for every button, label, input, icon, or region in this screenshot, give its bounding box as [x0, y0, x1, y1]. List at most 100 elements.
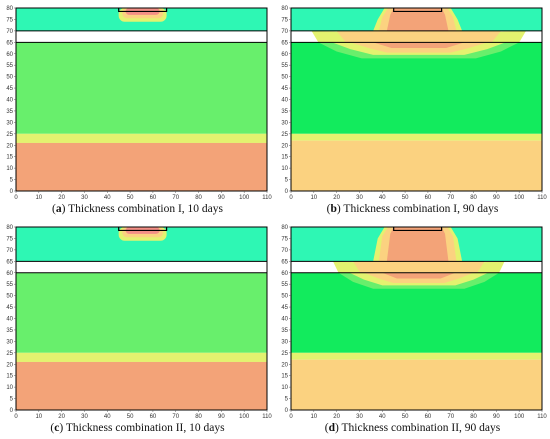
panel-a: 0 10 20 30 40 50 60 70 80 90 100 110 0 5 10 15 20 25 30 35 4… — [0, 0, 275, 219]
y-tick-label: 0 — [10, 189, 14, 195]
y-tick-label: 65 — [281, 259, 288, 265]
y-tick-label: 40 — [281, 317, 288, 323]
y-tick-label: 55 — [6, 282, 13, 288]
transition-band — [291, 133, 542, 141]
x-tick-label: 70 — [447, 414, 454, 420]
y-tick-label: 0 — [285, 408, 289, 414]
y-tick-label: 45 — [281, 86, 288, 92]
contour-plot-d: 0 10 20 30 40 50 60 70 80 90 100 110 0 5 10 15 20 25 30 35 4… — [281, 224, 547, 420]
caption-text-c: Thickness combination II, 10 days — [65, 422, 225, 434]
x-tick-label: 30 — [81, 195, 88, 201]
y-tick-label: 75 — [281, 17, 288, 23]
y-tick-label: 40 — [281, 98, 288, 104]
x-tick-label: 90 — [218, 414, 225, 420]
contour-plot-b: 0 10 20 30 40 50 60 70 80 90 100 110 0 5 10 15 20 25 30 35 4… — [281, 5, 547, 201]
y-tick-label: 65 — [6, 40, 13, 46]
caption-a: (a) Thickness combination I, 10 days — [52, 203, 223, 215]
transition-band — [291, 352, 542, 360]
y-tick-label: 55 — [6, 63, 13, 69]
base-region — [291, 140, 542, 191]
middle-field-region — [16, 42, 267, 134]
recess-outline — [118, 227, 168, 232]
y-tick-label: 25 — [6, 132, 13, 138]
caption-letter-d: d — [328, 422, 335, 434]
middle-field-region — [16, 272, 267, 353]
y-tick-label: 65 — [281, 40, 288, 46]
y-tick-label: 60 — [281, 52, 288, 58]
y-tick-label: 30 — [281, 339, 288, 345]
contour-plot-a: 0 10 20 30 40 50 60 70 80 90 100 110 0 5 10 15 20 25 30 35 4… — [6, 5, 272, 201]
top-recess — [118, 224, 167, 227]
plume-core — [386, 227, 449, 262]
x-tick-label: 90 — [493, 414, 500, 420]
caption-text-b: Thickness combination I, 90 days — [343, 203, 499, 215]
x-tick-label: 30 — [81, 414, 88, 420]
y-tick-label: 15 — [281, 374, 288, 380]
x-tick-label: 10 — [35, 195, 42, 201]
x-tick-label: 30 — [356, 195, 363, 201]
x-tick-label: 40 — [104, 414, 111, 420]
y-tick-label: 5 — [10, 397, 14, 403]
x-tick-label: 70 — [172, 195, 179, 201]
transition-band — [16, 352, 267, 362]
x-tick-label: 110 — [262, 414, 272, 420]
transition-band — [16, 133, 267, 143]
y-tick-label: 40 — [6, 98, 13, 104]
y-tick-label: 35 — [281, 328, 288, 334]
x-tick-label: 60 — [150, 195, 157, 201]
y-tick-label: 20 — [281, 362, 288, 368]
y-tick-label: 60 — [281, 271, 288, 277]
y-tick-label: 15 — [6, 155, 13, 161]
x-tick-label: 10 — [310, 414, 317, 420]
y-tick-label: 45 — [6, 86, 13, 92]
y-tick-label: 25 — [6, 351, 13, 357]
y-tick-label: 30 — [6, 339, 13, 345]
y-tick-label: 20 — [6, 362, 13, 368]
x-tick-label: 90 — [218, 195, 225, 201]
x-tick-label: 20 — [333, 195, 340, 201]
y-tick-label: 70 — [6, 29, 13, 35]
x-tick-label: 80 — [195, 414, 202, 420]
caption-b: (b) Thickness combination I, 90 days — [326, 203, 499, 215]
recess-outline — [393, 8, 443, 13]
x-tick-label: 50 — [127, 195, 134, 201]
y-tick-label: 10 — [6, 385, 13, 391]
y-tick-label: 35 — [6, 328, 13, 334]
y-tick-label: 45 — [281, 305, 288, 311]
x-tick-label: 60 — [425, 414, 432, 420]
y-tick-label: 75 — [281, 236, 288, 242]
y-tick-label: 50 — [281, 75, 288, 81]
x-tick-label: 40 — [379, 414, 386, 420]
y-tick-label: 80 — [6, 6, 13, 12]
y-tick-label: 55 — [281, 282, 288, 288]
base-region — [16, 361, 267, 410]
y-tick-label: 70 — [281, 29, 288, 35]
lens-core — [382, 272, 456, 279]
layer-heat-core — [353, 261, 485, 273]
x-tick-label: 100 — [514, 414, 525, 420]
caption-d: (d) Thickness combination II, 90 days — [324, 422, 501, 434]
y-tick-label: 70 — [281, 248, 288, 254]
y-tick-label: 25 — [281, 351, 288, 357]
lens-core — [373, 42, 465, 49]
x-tick-label: 80 — [195, 195, 202, 201]
x-tick-label: 100 — [514, 195, 525, 201]
y-tick-label: 30 — [6, 120, 13, 126]
x-tick-label: 0 — [289, 195, 293, 201]
y-tick-label: 5 — [285, 178, 289, 184]
plume-core — [386, 8, 449, 31]
y-tick-label: 15 — [6, 374, 13, 380]
y-tick-label: 20 — [281, 143, 288, 149]
y-tick-label: 45 — [6, 305, 13, 311]
y-tick-label: 10 — [281, 385, 288, 391]
y-tick-label: 35 — [6, 109, 13, 115]
top-recess — [393, 5, 442, 8]
y-tick-label: 60 — [6, 271, 13, 277]
x-tick-label: 100 — [239, 195, 250, 201]
x-tick-label: 40 — [104, 195, 111, 201]
caption-letter-b: b — [330, 203, 337, 215]
y-tick-label: 0 — [10, 408, 14, 414]
base-region — [291, 359, 542, 410]
y-tick-label: 75 — [6, 17, 13, 23]
y-tick-label: 75 — [6, 236, 13, 242]
